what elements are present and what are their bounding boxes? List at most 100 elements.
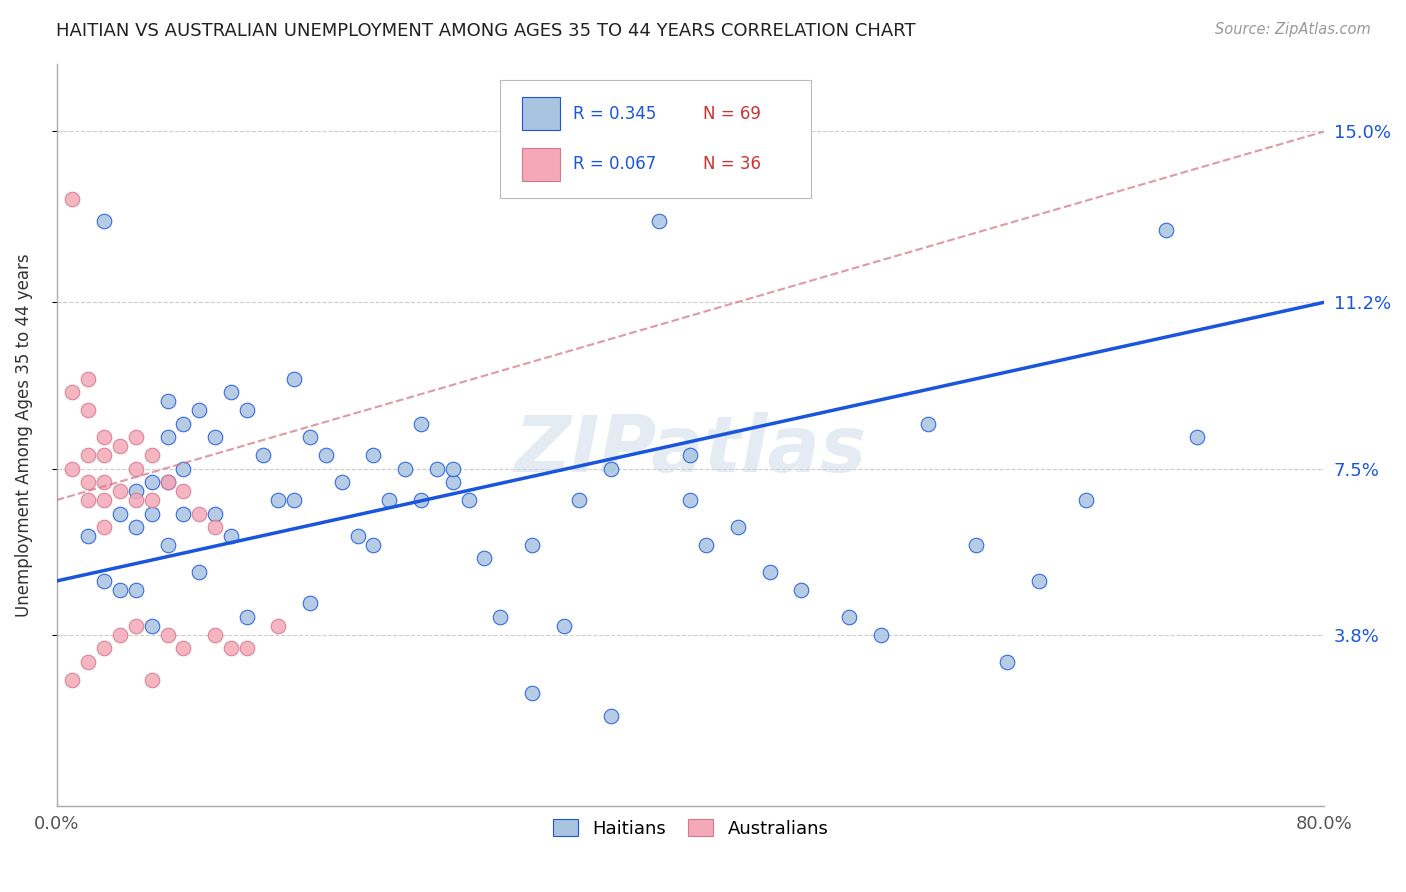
Point [141, 507, 163, 521]
Point [1076, 493, 1098, 508]
Point [108, 628, 131, 642]
Text: Source: ZipAtlas.com: Source: ZipAtlas.com [1215, 22, 1371, 37]
Point [790, 582, 813, 597]
Point [315, 448, 337, 462]
Point [568, 493, 591, 508]
Point [125, 493, 148, 508]
Point [77, 403, 100, 417]
Point [838, 610, 860, 624]
Point [93, 448, 115, 462]
Point [188, 403, 211, 417]
Point [172, 641, 194, 656]
Point [235, 403, 257, 417]
Point [156, 475, 179, 489]
Point [252, 448, 274, 462]
Point [93, 641, 115, 656]
Point [267, 493, 290, 508]
Point [520, 686, 543, 700]
Point [758, 565, 780, 579]
Point [156, 475, 179, 489]
Point [204, 520, 226, 534]
Point [1187, 430, 1209, 444]
Point [156, 394, 179, 409]
Point [62, 385, 84, 400]
Point [409, 493, 432, 508]
Point [204, 628, 226, 642]
Point [204, 430, 226, 444]
Point [125, 484, 148, 499]
Text: N = 69: N = 69 [703, 104, 761, 123]
Point [727, 520, 749, 534]
Point [299, 430, 322, 444]
Point [108, 582, 131, 597]
Point [141, 448, 163, 462]
Point [283, 493, 305, 508]
Point [156, 538, 179, 552]
Point [441, 475, 464, 489]
Point [299, 596, 322, 610]
Point [93, 430, 115, 444]
Point [77, 529, 100, 543]
Point [426, 461, 449, 475]
Point [62, 192, 84, 206]
Point [172, 507, 194, 521]
Point [125, 430, 148, 444]
Point [77, 493, 100, 508]
Point [489, 610, 512, 624]
Point [172, 417, 194, 431]
Point [125, 520, 148, 534]
Text: R = 0.345: R = 0.345 [572, 104, 655, 123]
Point [869, 628, 891, 642]
Point [93, 574, 115, 588]
Point [553, 619, 575, 633]
Point [204, 507, 226, 521]
Text: HAITIAN VS AUSTRALIAN UNEMPLOYMENT AMONG AGES 35 TO 44 YEARS CORRELATION CHART: HAITIAN VS AUSTRALIAN UNEMPLOYMENT AMONG… [56, 22, 915, 40]
Point [474, 551, 496, 566]
Text: ZIPatlas: ZIPatlas [515, 412, 866, 488]
FancyBboxPatch shape [501, 80, 811, 197]
Legend: Haitians, Australians: Haitians, Australians [546, 812, 835, 845]
Point [62, 673, 84, 687]
Point [125, 582, 148, 597]
FancyBboxPatch shape [522, 97, 560, 130]
Point [267, 619, 290, 633]
Point [1028, 574, 1050, 588]
Point [679, 448, 702, 462]
Point [172, 461, 194, 475]
Point [125, 619, 148, 633]
Point [141, 673, 163, 687]
Point [695, 538, 717, 552]
Point [77, 448, 100, 462]
Point [108, 439, 131, 453]
Point [141, 619, 163, 633]
Point [917, 417, 939, 431]
Point [346, 529, 368, 543]
Point [600, 708, 623, 723]
Point [77, 475, 100, 489]
Point [363, 538, 385, 552]
Point [93, 493, 115, 508]
Text: R = 0.067: R = 0.067 [572, 155, 655, 173]
Point [125, 461, 148, 475]
Point [409, 417, 432, 431]
FancyBboxPatch shape [522, 148, 560, 181]
Point [93, 475, 115, 489]
Point [219, 641, 242, 656]
Point [188, 565, 211, 579]
Point [219, 385, 242, 400]
Point [141, 493, 163, 508]
Point [441, 461, 464, 475]
Point [1154, 223, 1177, 237]
Point [62, 461, 84, 475]
Text: N = 36: N = 36 [703, 155, 761, 173]
Point [188, 507, 211, 521]
Point [93, 520, 115, 534]
Point [172, 484, 194, 499]
Point [330, 475, 353, 489]
Point [93, 214, 115, 228]
Point [647, 214, 669, 228]
Point [520, 538, 543, 552]
Point [394, 461, 416, 475]
Point [108, 484, 131, 499]
Point [965, 538, 987, 552]
